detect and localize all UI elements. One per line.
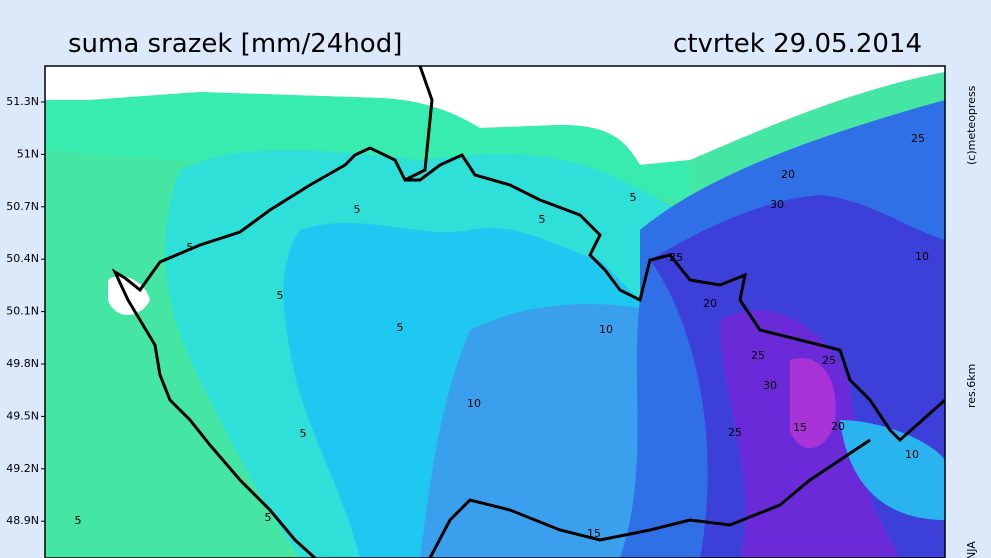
date: ctvrtek 29.05.2014: [673, 29, 922, 59]
contour-label: 5: [75, 514, 82, 527]
contour-label: 20: [781, 168, 795, 181]
contour-label: 25: [911, 132, 925, 145]
region-magenta: [790, 358, 836, 449]
contour-label: 5: [539, 213, 546, 226]
contour-label: 20: [831, 420, 845, 433]
lat-label: 49.2N: [6, 462, 39, 475]
region-none: [45, 66, 945, 165]
contour-label: 25: [728, 426, 742, 439]
contour-label: 5: [397, 321, 404, 334]
region-local: [840, 420, 945, 520]
resolution: res.6km: [965, 364, 978, 408]
contour-label: 20: [703, 297, 717, 310]
lat-label: 50.4N: [6, 252, 39, 265]
title: suma srazek [mm/24hod]: [68, 29, 402, 59]
contour-label: 15: [793, 421, 807, 434]
lat-label: 51.3N: [6, 95, 39, 108]
contour-label: 10: [915, 250, 929, 263]
lat-label: 51N: [17, 147, 39, 160]
contour-label: 25: [669, 251, 683, 264]
contour-label: 5: [630, 191, 637, 204]
lat-label: 48.9N: [6, 514, 39, 527]
contour-label: 10: [599, 323, 613, 336]
border: [428, 438, 871, 558]
contour-label: 10: [467, 397, 481, 410]
contour-label: 25: [751, 349, 765, 362]
contour-label: 5: [354, 203, 361, 216]
contour-label: 15: [587, 527, 601, 540]
lat-label: 49.8N: [6, 357, 39, 370]
contour-label: 10: [905, 448, 919, 461]
model: NJA: [965, 541, 978, 558]
region-lightblue: [420, 304, 700, 558]
region-none-small: [108, 276, 150, 315]
contour-label: 30: [770, 198, 784, 211]
contour-label: 5: [300, 427, 307, 440]
border: [111, 66, 434, 558]
contour-label: 5: [265, 511, 272, 524]
lat-label: 49.5N: [6, 409, 39, 422]
contour-label: 5: [187, 241, 194, 254]
copyright: (c)meteopress: [965, 85, 978, 165]
contour-label: 25: [822, 354, 836, 367]
border: [405, 153, 945, 443]
lat-label: 50.1N: [6, 305, 39, 318]
map: [45, 66, 945, 558]
contour-label: 30: [763, 379, 777, 392]
contour-label: 5: [277, 289, 284, 302]
lat-label: 50.7N: [6, 200, 39, 213]
